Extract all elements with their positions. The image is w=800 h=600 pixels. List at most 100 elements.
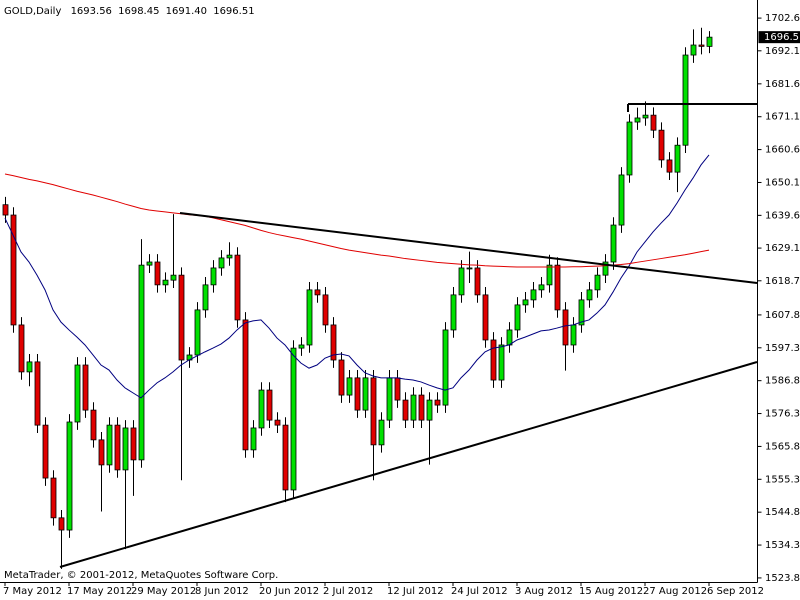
candle-body: [58, 517, 65, 531]
candle-body: [498, 344, 505, 381]
y-tick-label: 1618.70: [765, 276, 800, 287]
candle-body: [466, 267, 473, 270]
candle-body: [610, 224, 617, 263]
candle-body: [2, 204, 9, 216]
y-tick-label: 1565.80: [765, 441, 800, 452]
candle-body: [106, 424, 113, 466]
candle-body: [394, 377, 401, 401]
candle-body: [98, 439, 105, 466]
candle-body: [442, 329, 449, 406]
candle-body: [370, 377, 377, 446]
candle-body: [706, 36, 713, 47]
x-tick-label: 15 Aug 2012: [579, 586, 643, 597]
candle-body: [490, 339, 497, 381]
x-tick-label: 17 May 2012: [67, 586, 132, 597]
candle-body: [266, 389, 273, 421]
plot-area: [2, 27, 713, 569]
candle-body: [258, 389, 265, 429]
candle-body: [642, 114, 649, 119]
x-tick-label: 3 Aug 2012: [515, 586, 573, 597]
candle-body: [242, 319, 249, 451]
y-tick-label: 1576.30: [765, 409, 800, 420]
candle-body: [690, 44, 697, 56]
candle-body: [322, 294, 329, 326]
candle-body: [194, 309, 201, 356]
candle-body: [290, 347, 297, 491]
y-tick-label: 1523.80: [765, 573, 800, 584]
candle-body: [666, 159, 673, 173]
chart-header: GOLD,Daily 1693.56 1698.45 1691.40 1696.…: [4, 6, 255, 17]
candle-body: [578, 299, 585, 326]
candle-body: [506, 329, 513, 346]
candle-body: [122, 427, 129, 471]
candle-body: [114, 424, 121, 471]
candle-body: [346, 377, 353, 396]
y-tick-label: 1681.60: [765, 79, 800, 90]
candle-body: [162, 279, 169, 286]
candle-body: [618, 174, 625, 226]
y-tick-label: 1597.30: [765, 343, 800, 354]
x-tick-label: 24 Jul 2012: [451, 586, 508, 597]
header-high: 1698.45: [118, 6, 159, 17]
x-tick-label: 2 Jul 2012: [323, 586, 373, 597]
candle-body: [18, 324, 25, 373]
candle-body: [130, 427, 137, 461]
candle-body: [274, 419, 281, 426]
candle-body: [682, 54, 689, 146]
price-label-box: [758, 31, 800, 44]
trend-line: [179, 212, 758, 284]
candle-body: [674, 144, 681, 173]
y-tick-label: 1650.10: [765, 177, 800, 188]
candle-body: [282, 424, 289, 491]
candle-body: [570, 324, 577, 346]
candle-body: [42, 424, 49, 479]
trend-lines: [59, 103, 758, 568]
candle-body: [234, 254, 241, 321]
candle-body: [250, 427, 257, 451]
x-tick-label: 27 Aug 2012: [643, 586, 707, 597]
candle-body: [482, 294, 489, 341]
candle-body: [522, 299, 529, 306]
candle-body: [10, 214, 17, 326]
candle-body: [66, 421, 73, 531]
candle-body: [314, 289, 321, 296]
header-low: 1691.40: [166, 6, 207, 17]
candle-body: [170, 274, 177, 281]
candle-body: [146, 261, 153, 266]
footer: MetaTrader, © 2001-2012, MetaQuotes Soft…: [4, 570, 278, 581]
candle-body: [474, 267, 481, 296]
candle-body: [306, 289, 313, 346]
candle-body: [154, 261, 161, 286]
candle-body: [634, 117, 641, 123]
candle-body: [650, 114, 657, 131]
candle-body: [298, 344, 305, 349]
candle-body: [514, 304, 521, 331]
x-tick-label: 7 May 2012: [3, 586, 62, 597]
candle-body: [434, 399, 441, 406]
candle-body: [330, 324, 337, 361]
candle-body: [210, 267, 217, 286]
candle-body: [50, 477, 57, 519]
candle-body: [410, 394, 417, 421]
y-tick-label: 1534.30: [765, 540, 800, 551]
candle-body: [538, 284, 545, 291]
candle-body: [202, 284, 209, 311]
candle-body: [378, 419, 385, 446]
candle-body: [698, 44, 705, 47]
candle-body: [426, 399, 433, 421]
y-tick-label: 1586.80: [765, 376, 800, 387]
candle-body: [418, 394, 425, 421]
x-tick-label: 8 Jun 2012: [195, 586, 249, 597]
candle-body: [562, 309, 569, 346]
x-tick-label: 29 May 2012: [131, 586, 196, 597]
header-close: 1696.51: [213, 6, 254, 17]
y-tick-label: 1671.10: [765, 112, 800, 123]
y-tick-label: 1607.80: [765, 310, 800, 321]
candle-body: [226, 254, 233, 259]
candle-body: [218, 257, 225, 269]
y-tick-label: 1629.15: [765, 243, 800, 254]
candle-body: [602, 261, 609, 276]
x-tick-label: 6 Sep 2012: [707, 586, 764, 597]
candle-body: [530, 289, 537, 301]
